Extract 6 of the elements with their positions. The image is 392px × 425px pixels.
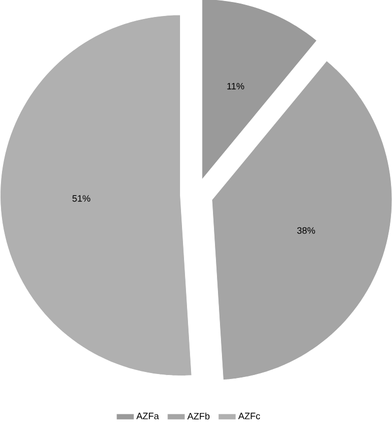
legend-label: AZFb <box>187 412 210 420</box>
legend-label: AZFc <box>238 412 260 420</box>
legend-label: AZFa <box>136 412 159 420</box>
data-label: 38% <box>297 227 315 234</box>
data-label: 51% <box>72 195 90 202</box>
data-label: 11% <box>227 82 244 90</box>
